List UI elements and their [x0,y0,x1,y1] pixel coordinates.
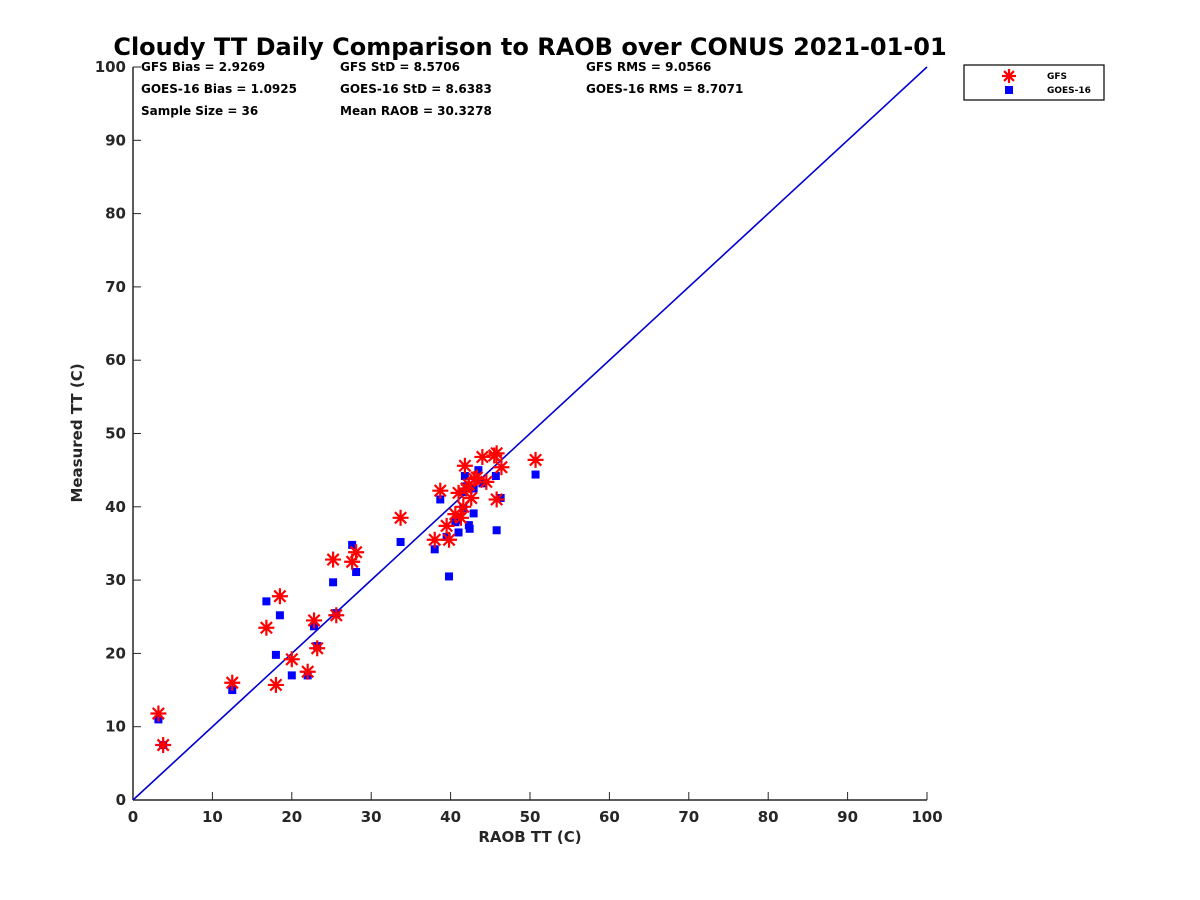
axes: 0 10 20 30 40 50 60 70 80 90 100 0 10 20 30 40 50 60 70 80 9… [95,58,943,826]
y-tick-label: 80 [105,205,126,223]
x-axis-label: RAOB TT (C) [478,828,581,846]
gfs-point [478,473,495,490]
goes-16-point [396,537,405,546]
x-tick-label: 50 [520,808,541,826]
legend-entry-label: GOES-16 [1047,86,1091,96]
goes-16-point [348,540,357,549]
gfs-point [271,588,288,605]
goes-16-point [329,578,338,587]
legend-goes-16-marker [1005,86,1013,94]
gfs-point [426,531,443,548]
stat-text: GFS RMS = 9.0566 [586,60,711,74]
y-tick-label: 90 [105,131,126,149]
y-tick-label: 0 [116,791,126,809]
goes-16-point [469,509,478,518]
gfs-point [488,491,505,508]
gfs-point [155,737,172,754]
stat-text: GFS StD = 8.5706 [340,60,460,74]
gfs-point [432,482,449,499]
goes-16-point [430,545,439,554]
stat-text: Sample Size = 36 [141,104,258,118]
gfs-point [392,509,409,526]
x-tick-label: 90 [837,808,858,826]
x-tick-label: 70 [678,808,699,826]
x-tick-label: 0 [128,808,138,826]
goes-16-point [531,470,540,479]
x-tick-label: 10 [202,808,223,826]
goes-16-point [445,572,454,581]
x-tick-label: 20 [281,808,302,826]
goes-16-point [496,494,505,503]
gfs-point [283,651,300,668]
gfs-point [309,640,326,657]
data-points [150,445,544,754]
statistics-annotations: GFS Bias = 2.9269 GFS StD = 8.5706 GFS RMS… [141,60,743,118]
gfs-point [452,509,469,526]
stat-text: GOES-16 StD = 8.6383 [340,82,492,96]
gfs-point [441,531,458,548]
y-tick-label: 30 [105,571,126,589]
goes-16-point [465,524,474,533]
gfs-point [267,676,284,693]
goes-16-point [492,526,501,535]
y-tick-label: 50 [105,425,126,443]
gfs-point [299,663,316,680]
legend-entry-label: GFS [1047,72,1067,82]
gfs-point [325,551,342,568]
gfs-point [150,705,167,722]
goes-16-point [287,671,296,680]
gfs-point [438,517,455,534]
goes-16-point [275,611,284,620]
gfs-point [527,451,544,468]
legend: GFS GOES-16 [963,64,1105,101]
stat-text: GFS Bias = 2.9269 [141,60,265,74]
gfs-point [488,445,505,462]
x-tick-label: 60 [599,808,620,826]
y-axis-label: Measured TT (C) [68,363,86,502]
gfs-point [306,612,323,629]
stat-text: GOES-16 RMS = 8.7071 [586,82,743,96]
x-tick-label: 100 [911,808,942,826]
goes-16-point [478,479,487,488]
gfs-point [474,448,491,465]
y-tick-label: 100 [95,58,126,76]
y-tick-label: 60 [105,351,126,369]
one-to-one-reference-line [132,66,928,801]
gfs-point [456,457,473,474]
y-tick-label: 40 [105,498,126,516]
legend-box [963,64,1105,101]
goes-16-point [460,472,469,481]
goes-16-point [452,515,461,524]
stat-text: GOES-16 Bias = 1.0925 [141,82,297,96]
goes-16-point [474,466,483,475]
gfs-point [258,619,275,636]
goes-16-point [454,528,463,537]
x-tick-label: 80 [758,808,779,826]
chart-title: Cloudy TT Daily Comparison to RAOB over … [113,33,946,61]
y-tick-label: 70 [105,278,126,296]
y-tick-label: 10 [105,718,126,736]
goes-16-point [491,472,500,481]
stat-text: Mean RAOB = 30.3278 [340,104,492,118]
gfs-point [224,674,241,691]
gfs-point [328,607,345,624]
goes-16-point [352,568,361,577]
legend-gfs-marker [1002,69,1016,83]
gfs-point [348,544,365,561]
reference-line-group [132,66,928,801]
goes-16-point [271,650,280,659]
goes-16-point [436,495,445,504]
gfs-point [493,459,510,476]
gfs-point [463,490,480,507]
y-tick-label: 20 [105,644,126,662]
goes-16-point [262,597,271,606]
x-tick-label: 30 [361,808,382,826]
x-tick-label: 40 [440,808,461,826]
